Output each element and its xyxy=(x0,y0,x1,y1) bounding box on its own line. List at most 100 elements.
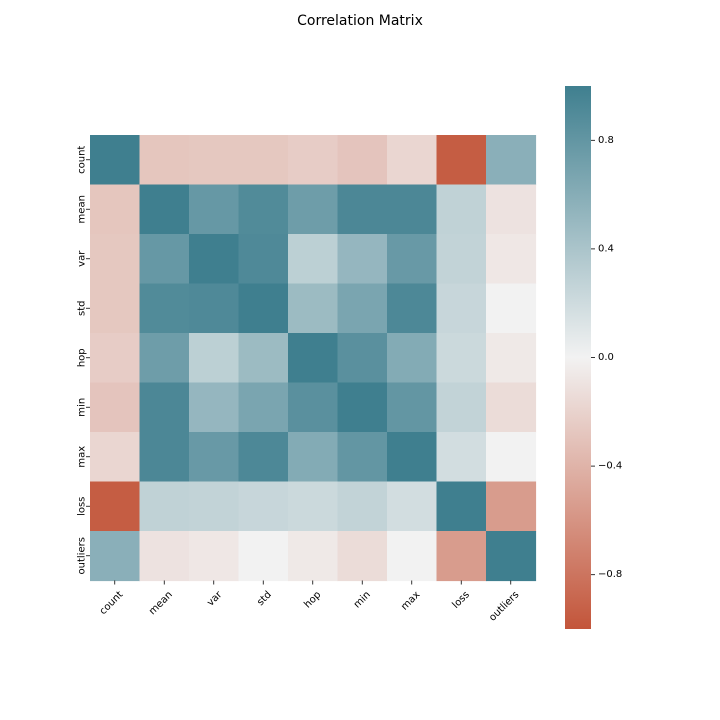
heatmap-cell-outliers-outliers xyxy=(486,531,537,582)
x-tick-label: outliers xyxy=(487,589,521,623)
heatmap-cell-outliers-loss xyxy=(436,531,487,582)
heatmap-cell-var-min xyxy=(337,234,388,285)
heatmap-cell-max-min xyxy=(337,432,388,483)
heatmap-cell-max-mean xyxy=(139,432,190,483)
heatmap-cell-mean-var xyxy=(189,184,240,235)
heatmap-cell-min-var xyxy=(189,382,240,433)
heatmap-cell-var-max xyxy=(387,234,438,285)
colorbar: 0.8 0.4 0.0 −0.4 −0.8 xyxy=(565,86,622,629)
heatmap-cell-outliers-std xyxy=(238,531,289,582)
x-tick-label: mean xyxy=(147,589,175,617)
heatmap-cell-min-loss xyxy=(436,382,487,433)
heatmap-cell-mean-std xyxy=(238,184,289,235)
y-tick-label: min xyxy=(77,398,88,417)
heatmap-cell-loss-loss xyxy=(436,481,487,532)
heatmap-cell-min-std xyxy=(238,382,289,433)
heatmap-cell-max-var xyxy=(189,432,240,483)
colorbar-tick-label: 0.4 xyxy=(598,243,614,254)
heatmap-cell-mean-mean xyxy=(139,184,190,235)
heatmap-cell-max-max xyxy=(387,432,438,483)
y-tick-label: loss xyxy=(77,497,88,516)
heatmap-cell-var-mean xyxy=(139,234,190,285)
heatmap-cell-min-mean xyxy=(139,382,190,433)
x-axis: count mean var std hop min max loss outliers xyxy=(98,580,521,624)
x-tick-label: loss xyxy=(450,589,471,610)
heatmap-cell-max-count xyxy=(90,432,141,483)
heatmap-cell-count-count xyxy=(90,135,141,186)
heatmap-cell-min-hop xyxy=(288,382,339,433)
heatmap-cell-count-std xyxy=(238,135,289,186)
heatmap-cell-outliers-var xyxy=(189,531,240,582)
heatmap-cell-loss-hop xyxy=(288,481,339,532)
y-tick-label: count xyxy=(77,146,88,174)
heatmap-cell-loss-max xyxy=(387,481,438,532)
y-tick-label: outliers xyxy=(77,537,88,574)
heatmap-cell-mean-hop xyxy=(288,184,339,235)
heatmap-cell-var-count xyxy=(90,234,141,285)
heatmap-cell-std-loss xyxy=(436,283,487,334)
heatmap-cell-std-count xyxy=(90,283,141,334)
heatmap-cell-hop-mean xyxy=(139,333,190,384)
heatmap-cell-mean-count xyxy=(90,184,141,235)
heatmap-cell-hop-hop xyxy=(288,333,339,384)
heatmap-cell-count-loss xyxy=(436,135,487,186)
heatmap-cell-max-loss xyxy=(436,432,487,483)
chart-title: Correlation Matrix xyxy=(297,13,423,29)
heatmap-cell-outliers-min xyxy=(337,531,388,582)
x-tick-label: count xyxy=(98,589,126,617)
y-tick-label: mean xyxy=(77,195,88,223)
heatmap-cell-std-std xyxy=(238,283,289,334)
heatmap-cell-std-min xyxy=(337,283,388,334)
x-tick-label: max xyxy=(399,589,422,612)
heatmap-cell-hop-min xyxy=(337,333,388,384)
heatmap-cell-hop-std xyxy=(238,333,289,384)
heatmap-cell-outliers-hop xyxy=(288,531,339,582)
y-tick-label: max xyxy=(77,446,88,468)
heatmap-cell-count-mean xyxy=(139,135,190,186)
heatmap-cell-max-hop xyxy=(288,432,339,483)
heatmap-cell-count-min xyxy=(337,135,388,186)
heatmap-cell-std-outliers xyxy=(486,283,537,334)
heatmap-cell-mean-loss xyxy=(436,184,487,235)
colorbar-gradient xyxy=(565,86,591,629)
heatmap-cell-std-max xyxy=(387,283,438,334)
colorbar-ticks: 0.8 0.4 0.0 −0.4 −0.8 xyxy=(591,135,622,580)
heatmap-cell-loss-outliers xyxy=(486,481,537,532)
heatmap-cell-outliers-max xyxy=(387,531,438,582)
colorbar-tick-label: −0.4 xyxy=(598,461,622,472)
heatmap-cell-std-mean xyxy=(139,283,190,334)
y-axis: count mean var std hop min max loss outliers xyxy=(77,146,90,574)
heatmap-cell-var-var xyxy=(189,234,240,285)
heatmap-cell-loss-mean xyxy=(139,481,190,532)
x-tick-label: min xyxy=(352,589,373,610)
heatmap-cell-count-outliers xyxy=(486,135,537,186)
x-tick-label: var xyxy=(205,589,225,609)
colorbar-tick-label: −0.8 xyxy=(598,569,622,580)
heatmap-cell-min-max xyxy=(387,382,438,433)
heatmap-cell-outliers-mean xyxy=(139,531,190,582)
y-tick-label: var xyxy=(77,250,88,267)
heatmap-cell-hop-max xyxy=(387,333,438,384)
heatmap-cell-hop-var xyxy=(189,333,240,384)
heatmap-cell-var-outliers xyxy=(486,234,537,285)
heatmap-cell-hop-loss xyxy=(436,333,487,384)
heatmap-cell-min-count xyxy=(90,382,141,433)
y-tick-label: hop xyxy=(77,348,88,367)
heatmap-cell-hop-outliers xyxy=(486,333,537,384)
heatmap-cell-count-var xyxy=(189,135,240,186)
heatmap-cell-max-std xyxy=(238,432,289,483)
heatmap-cell-std-hop xyxy=(288,283,339,334)
heatmap-cell-var-hop xyxy=(288,234,339,285)
heatmap-cell-min-outliers xyxy=(486,382,537,433)
colorbar-tick-label: 0.8 xyxy=(598,135,614,146)
x-tick-label: std xyxy=(255,589,274,608)
x-tick-label: hop xyxy=(302,589,323,610)
heatmap-cell-std-var xyxy=(189,283,240,334)
heatmap-cell-hop-count xyxy=(90,333,141,384)
heatmap-cell-max-outliers xyxy=(486,432,537,483)
heatmap-cell-loss-var xyxy=(189,481,240,532)
heatmap-cell-loss-std xyxy=(238,481,289,532)
heatmap-cell-outliers-count xyxy=(90,531,141,582)
heatmap-cell-count-hop xyxy=(288,135,339,186)
heatmap-cell-min-min xyxy=(337,382,388,433)
